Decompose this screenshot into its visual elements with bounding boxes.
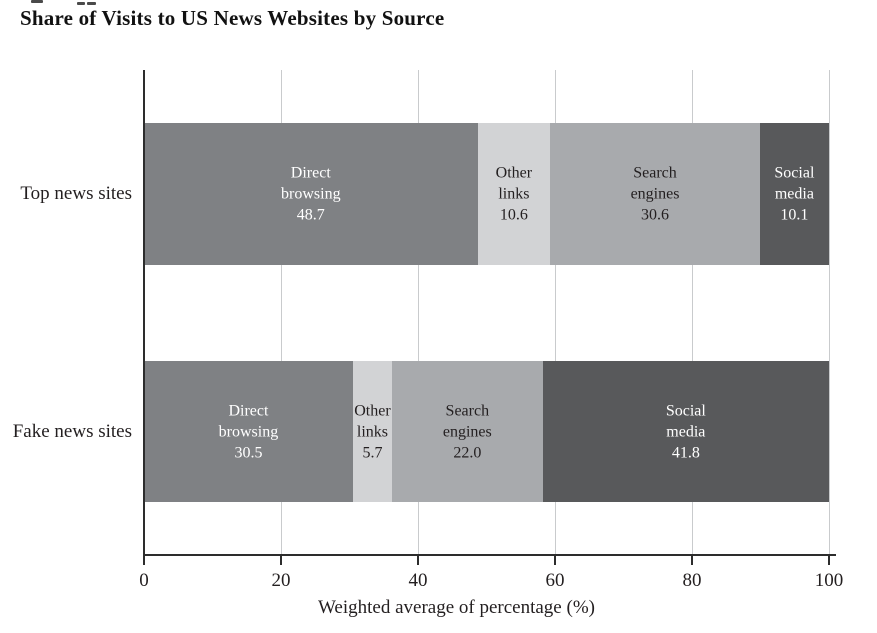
x-axis-line [143, 554, 836, 556]
tick-label-0: 0 [139, 570, 149, 591]
plot-area: Direct browsing 48.7 Other links 10.6 Search en… [143, 70, 830, 554]
segment-value: 10.6 [499, 206, 528, 224]
segment-label: Direct browsing 48.7 [281, 164, 341, 224]
tick-mark-100 [828, 556, 830, 565]
segment-value: 5.7 [362, 444, 383, 461]
tick-mark-0 [143, 556, 145, 565]
gridline-100 [828, 70, 830, 554]
tick-mark-40 [417, 556, 419, 565]
bar-segment: Other links 5.7 [352, 361, 392, 502]
bar-segment: Direct browsing 48.7 [144, 123, 478, 265]
tick-mark-80 [691, 556, 693, 565]
bar-segment: Direct browsing 30.5 [144, 361, 353, 502]
tick-mark-60 [554, 556, 556, 565]
segment-value: 30.5 [234, 444, 263, 461]
bar-row-1: Direct browsing 30.5 Other links 5.7 Search eng… [144, 361, 829, 502]
segment-label: Social media 10.1 [774, 164, 815, 224]
bar-segment: Search engines 30.6 [550, 123, 760, 265]
tick-label-60: 60 [545, 570, 565, 591]
segment-value: 22.0 [453, 444, 482, 461]
bar-segment: Social media 41.8 [542, 361, 829, 502]
segment-label: Search engines 22.0 [442, 402, 492, 461]
segment-value: 41.8 [671, 444, 700, 461]
chart-title: Share of Visits to US News Websites by S… [20, 6, 445, 30]
tick-mark-20 [280, 556, 282, 565]
tick-label-20: 20 [271, 570, 291, 591]
segment-label: Direct browsing 30.5 [218, 402, 279, 461]
segment-value: 30.6 [641, 206, 669, 224]
segment-label: Social media 41.8 [665, 402, 706, 461]
category-label-1: Fake news sites [12, 420, 132, 442]
x-axis-title: Weighted average of percentage (%) [318, 597, 595, 618]
segment-label: Other links 10.6 [495, 164, 533, 224]
category-label-0: Top news sites [20, 183, 132, 204]
gridline-20 [280, 70, 282, 554]
tick-label-40: 40 [408, 570, 428, 591]
segment-value: 10.1 [780, 206, 809, 224]
segment-value: 48.7 [296, 206, 325, 224]
tick-label-100: 100 [814, 570, 844, 591]
bar-segment: Other links 10.6 [477, 123, 551, 265]
segment-label: Other links 5.7 [354, 402, 391, 461]
gridline-80 [691, 70, 693, 554]
gridline-40 [417, 70, 419, 554]
gridline-60 [554, 70, 556, 554]
segment-label: Search engines 30.6 [630, 164, 680, 224]
bar-row-0: Direct browsing 48.7 Other links 10.6 Search en… [144, 123, 829, 265]
tick-label-80: 80 [682, 570, 702, 591]
y-axis-line [143, 70, 145, 554]
bar-segment: Search engines 22.0 [391, 361, 543, 502]
bar-segment: Social media 10.1 [759, 123, 829, 265]
